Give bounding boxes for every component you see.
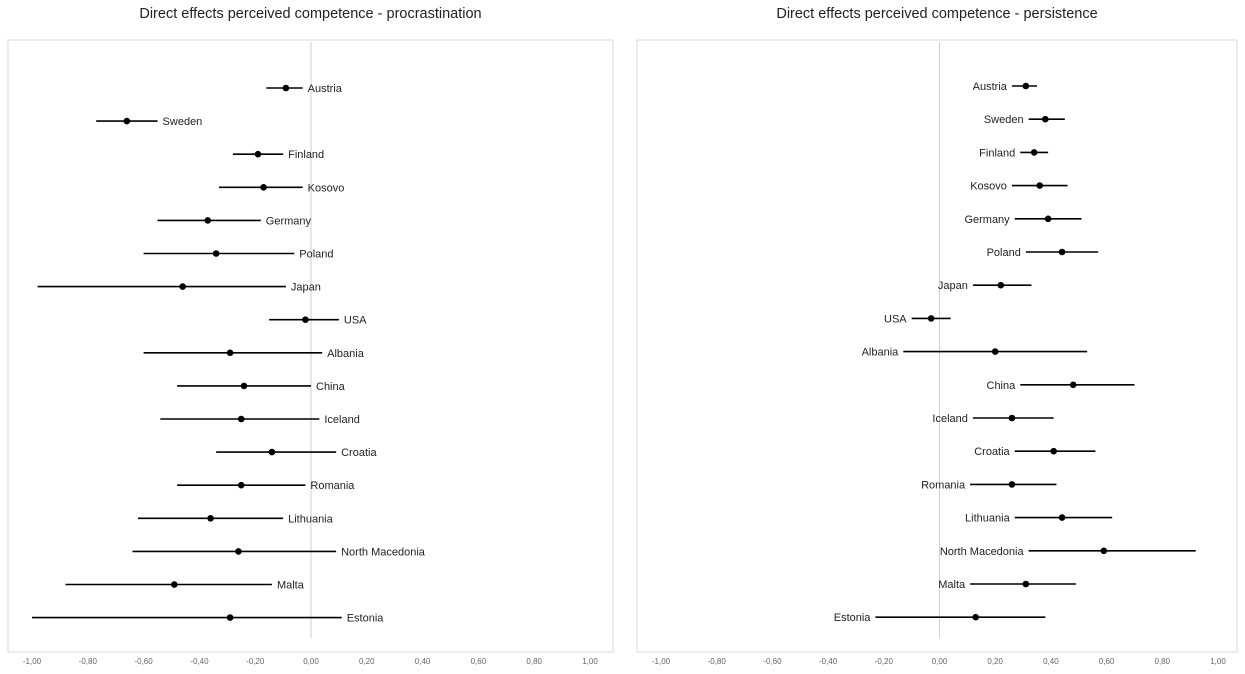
chart2-point-china	[1069, 381, 1077, 389]
chart2-x-tick-label: -0,80	[708, 657, 727, 666]
chart-title-procrastination: Direct effects perceived competence - pr…	[139, 6, 482, 22]
chart1-country-label: North Macedonia	[341, 546, 426, 558]
chart1-x-tick-label: 0,80	[526, 657, 542, 666]
chart1-x-tick-label: -0,20	[246, 657, 265, 666]
chart2-point-albania	[991, 348, 999, 355]
chart2-country-label: China	[987, 380, 1017, 392]
chart2-point-north-macedonia	[1100, 547, 1108, 555]
chart1-country-label: Kosovo	[308, 182, 345, 194]
chart1-point-malta	[170, 581, 178, 588]
chart1-country-label: Japan	[291, 282, 321, 294]
chart1-point-kosovo	[260, 184, 267, 191]
chart1-x-tick-label: -0,80	[79, 657, 98, 666]
chart1-point-sweden	[123, 117, 131, 125]
chart2-x-tick-label: 0,80	[1155, 657, 1171, 666]
chart2-x-tick-label: -0,40	[819, 657, 838, 666]
chart2-country-label: Finland	[979, 147, 1015, 159]
chart2-country-label: Estonia	[834, 612, 872, 624]
chart1-point-germany	[204, 217, 212, 224]
chart1-country-label: Albania	[327, 348, 365, 360]
chart2-country-label: Kosovo	[970, 181, 1007, 193]
chart2-point-poland	[1058, 248, 1066, 256]
chart1-point-finland	[254, 150, 262, 158]
chart2-point-sweden	[1042, 115, 1049, 123]
chart1-point-croatia	[268, 448, 276, 456]
chart2-country-label: Lithuania	[965, 513, 1011, 525]
chart2-point-lithuania	[1058, 514, 1066, 521]
chart1-x-tick-label: -1,00	[23, 657, 42, 666]
chart1-x-tick-label: -0,60	[134, 657, 153, 666]
chart2-country-label: Germany	[964, 214, 1010, 226]
chart2-x-tick-label: -0,60	[763, 657, 782, 666]
chart2-point-germany	[1044, 215, 1052, 223]
chart1-point-austria	[282, 84, 290, 92]
chart1-country-label: Poland	[299, 249, 333, 261]
chart2-point-usa	[927, 315, 935, 322]
chart1-country-label: Malta	[277, 580, 305, 592]
chart1-point-poland	[212, 250, 220, 257]
chart1-x-tick-label: 0,60	[471, 657, 487, 666]
chart1-point-china	[240, 382, 248, 390]
chart2-x-tick-label: 1,00	[1210, 657, 1226, 666]
chart2-country-label: Sweden	[984, 114, 1024, 126]
chart1-country-label: Lithuania	[288, 513, 334, 525]
chart2-x-tick-label: -0,20	[875, 657, 894, 666]
chart1-x-tick-label: 0,20	[359, 657, 375, 666]
chart2-point-estonia	[972, 613, 980, 621]
chart2-point-iceland	[1008, 414, 1016, 422]
chart2-country-label: Poland	[987, 247, 1021, 259]
chart2-x-tick-label: 0,00	[932, 657, 948, 666]
chart1-point-iceland	[237, 415, 245, 423]
chart1-point-north-macedonia	[235, 548, 242, 555]
chart2-country-label: Japan	[938, 280, 968, 292]
chart1-frame	[7, 39, 614, 653]
chart1-x-tick-label: 0,40	[415, 657, 431, 666]
chart2-frame	[636, 39, 1238, 653]
chart2-x-tick-label: 0,60	[1099, 657, 1115, 666]
chart2-x-tick-label: 0,40	[1043, 657, 1059, 666]
chart2-country-label: Croatia	[974, 446, 1010, 458]
chart1-x-tick-label: 1,00	[582, 657, 598, 666]
chart1-country-label: Iceland	[324, 414, 359, 426]
chart2-country-label: Romania	[921, 479, 966, 491]
chart1-country-label: USA	[344, 315, 367, 327]
chart2-country-label: USA	[884, 313, 907, 325]
chart2-country-label: Austria	[973, 81, 1008, 93]
chart1-point-albania	[226, 349, 234, 357]
chart1-country-label: Romania	[310, 480, 355, 492]
chart2-country-label: Albania	[862, 347, 900, 359]
chart2-point-austria	[1022, 82, 1030, 90]
chart1-point-estonia	[226, 614, 234, 621]
chart2-point-kosovo	[1036, 182, 1044, 189]
chart1-point-usa	[302, 316, 309, 324]
chart2-point-romania	[1008, 481, 1016, 488]
chart2-country-label: North Macedonia	[940, 546, 1025, 558]
chart2-country-label: Malta	[938, 579, 966, 591]
chart1-country-label: Germany	[266, 215, 312, 227]
chart1-country-label: Croatia	[341, 447, 377, 459]
chart2-x-tick-label: -1,00	[652, 657, 671, 666]
chart1-country-label: Austria	[308, 83, 343, 95]
chart1-country-label: Estonia	[347, 613, 385, 625]
chart1-country-label: China	[316, 381, 346, 393]
chart1-point-romania	[237, 481, 245, 489]
chart2-point-japan	[997, 281, 1005, 289]
chart1-x-tick-label: -0,40	[190, 657, 209, 666]
chart1-point-lithuania	[207, 515, 214, 522]
chart2-point-croatia	[1050, 447, 1057, 455]
chart2-point-malta	[1022, 580, 1030, 588]
chart2-country-label: Iceland	[932, 413, 967, 425]
chart-title-persistence: Direct effects perceived competence - pe…	[776, 6, 1098, 22]
chart2-point-finland	[1030, 149, 1038, 156]
chart2-x-tick-label: 0,20	[987, 657, 1003, 666]
chart1-country-label: Finland	[288, 149, 324, 161]
chart1-point-japan	[179, 283, 186, 290]
chart1-country-label: Sweden	[163, 116, 203, 128]
chart1-x-tick-label: 0,00	[303, 657, 319, 666]
